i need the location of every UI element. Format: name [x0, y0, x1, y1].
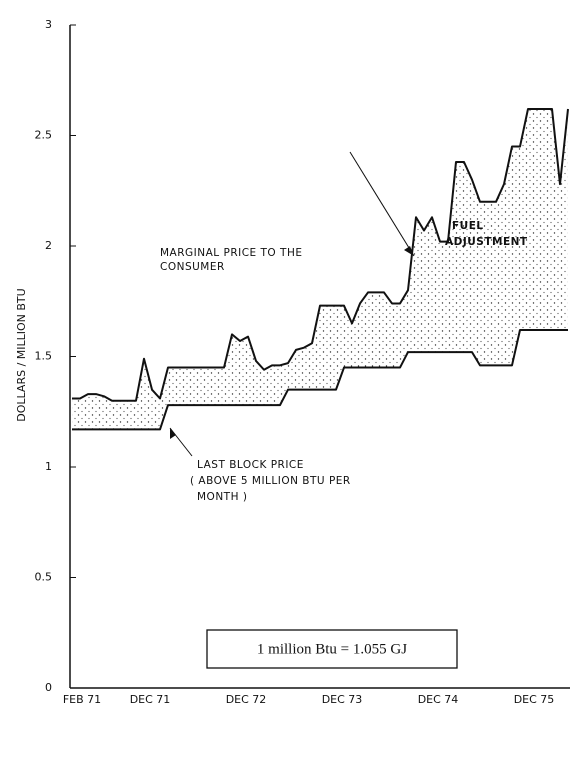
note-box [206, 629, 458, 669]
series-line [72, 107, 569, 402]
annotation: CONSUMER [160, 261, 225, 273]
y-tick-label: 2 [45, 239, 52, 252]
y-tick-label: 2.5 [35, 129, 53, 142]
y-tick-label: 0 [45, 681, 52, 694]
x-tick-label: DEC 75 [514, 693, 555, 706]
x-tick-label: DEC 73 [322, 693, 363, 706]
x-tick-label: DEC 72 [226, 693, 267, 706]
x-tick-label: DEC 71 [130, 693, 171, 706]
arrowhead [170, 428, 176, 439]
annotation: FUEL [452, 220, 484, 232]
series-line [72, 328, 568, 431]
annotation: MONTH ) [197, 491, 247, 503]
annotation: MARGINAL PRICE TO THE [160, 247, 302, 259]
annotation: ( ABOVE 5 MILLION BTU PER [190, 475, 351, 487]
note: 1 million Btu = 1.055 GJ [257, 641, 407, 657]
y-tick-label: 1.5 [35, 350, 53, 363]
x-tick-label: DEC 74 [418, 693, 459, 706]
y-tick-label: 0.5 [35, 571, 53, 584]
x-tick-label: FEB 71 [63, 693, 101, 706]
annotation: ADJUSTMENT [445, 236, 528, 248]
arrowhead [404, 246, 414, 256]
arrow [349, 151, 415, 257]
y-axis-label: DOLLARS / MILLION BTU [15, 288, 28, 421]
shaded-area [72, 108, 568, 430]
y-tick-label: 3 [45, 18, 52, 31]
y-tick-label: 1 [45, 460, 52, 473]
annotation: LAST BLOCK PRICE [197, 459, 304, 471]
